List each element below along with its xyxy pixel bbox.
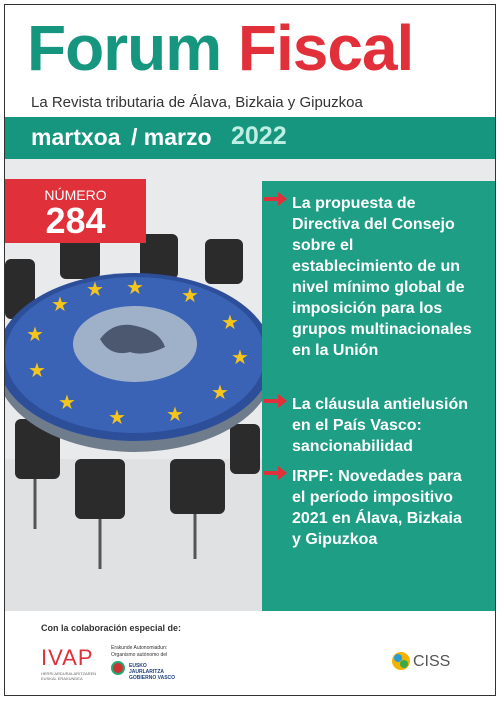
footer: Con la colaboración especial de: IVAP HE… bbox=[5, 611, 495, 695]
gov-line: Organismo autónomo del bbox=[111, 652, 168, 658]
number-label: NÚMERO bbox=[44, 187, 107, 203]
svg-text:★: ★ bbox=[181, 285, 199, 307]
year: 2022 bbox=[231, 122, 287, 150]
svg-text:★: ★ bbox=[51, 294, 69, 316]
gov-line: Erakunde Autonomiadun: bbox=[111, 645, 168, 651]
subtitle: La Revista tributaria de Álava, Bizkaia … bbox=[31, 94, 363, 111]
svg-text:★: ★ bbox=[26, 324, 44, 346]
gov-emblem bbox=[111, 661, 125, 675]
arrow bbox=[264, 394, 287, 408]
svg-text:★: ★ bbox=[221, 312, 239, 334]
ivap-sub: HERRI ARDURALARITZAREN EUSKAL ERAKUNDEA bbox=[41, 671, 97, 681]
article: IRPF: Novedades para el período impositi… bbox=[292, 468, 462, 548]
ciss-icon bbox=[392, 652, 410, 670]
title-fiscal: Fiscal bbox=[237, 12, 414, 84]
svg-text:★: ★ bbox=[28, 360, 46, 382]
collaboration: Con la colaboración especial de: bbox=[41, 623, 182, 633]
svg-text:★: ★ bbox=[58, 392, 76, 414]
cover: Forum Fiscal La Revista tributaria de Ál… bbox=[4, 4, 496, 696]
gov-name: EUSKO JAURLARITZA GOBIERNO VASCO bbox=[129, 663, 176, 681]
arrow bbox=[264, 466, 287, 480]
issue-number-box: NÚMERO 284 bbox=[5, 179, 146, 243]
svg-text:★: ★ bbox=[86, 279, 104, 301]
svg-text:★: ★ bbox=[166, 404, 184, 426]
title-forum: Forum bbox=[27, 12, 222, 84]
article: La cláusula antielusión en el País Vasco… bbox=[292, 396, 469, 455]
svg-text:★: ★ bbox=[126, 277, 144, 299]
month-eu: martxoa bbox=[31, 124, 121, 150]
date-band: martxoa / marzo 2022 bbox=[5, 117, 495, 159]
issue-number: 284 bbox=[45, 200, 106, 241]
articles-panel: La propuesta de Directiva del Consejo so… bbox=[262, 181, 495, 611]
ciss-logo: CISS bbox=[413, 653, 451, 670]
article: La propuesta de Directiva del Consejo so… bbox=[292, 195, 472, 359]
title: Forum Fiscal bbox=[27, 11, 414, 85]
svg-text:★: ★ bbox=[108, 407, 126, 429]
ivap-logo: IVAP bbox=[41, 645, 94, 670]
gov-text: Erakunde Autonomiadun: Organismo autónomo… bbox=[111, 645, 167, 659]
svg-text:★: ★ bbox=[231, 347, 249, 369]
svg-text:★: ★ bbox=[211, 382, 229, 404]
arrow bbox=[264, 192, 287, 206]
month-es: / marzo bbox=[131, 124, 212, 150]
